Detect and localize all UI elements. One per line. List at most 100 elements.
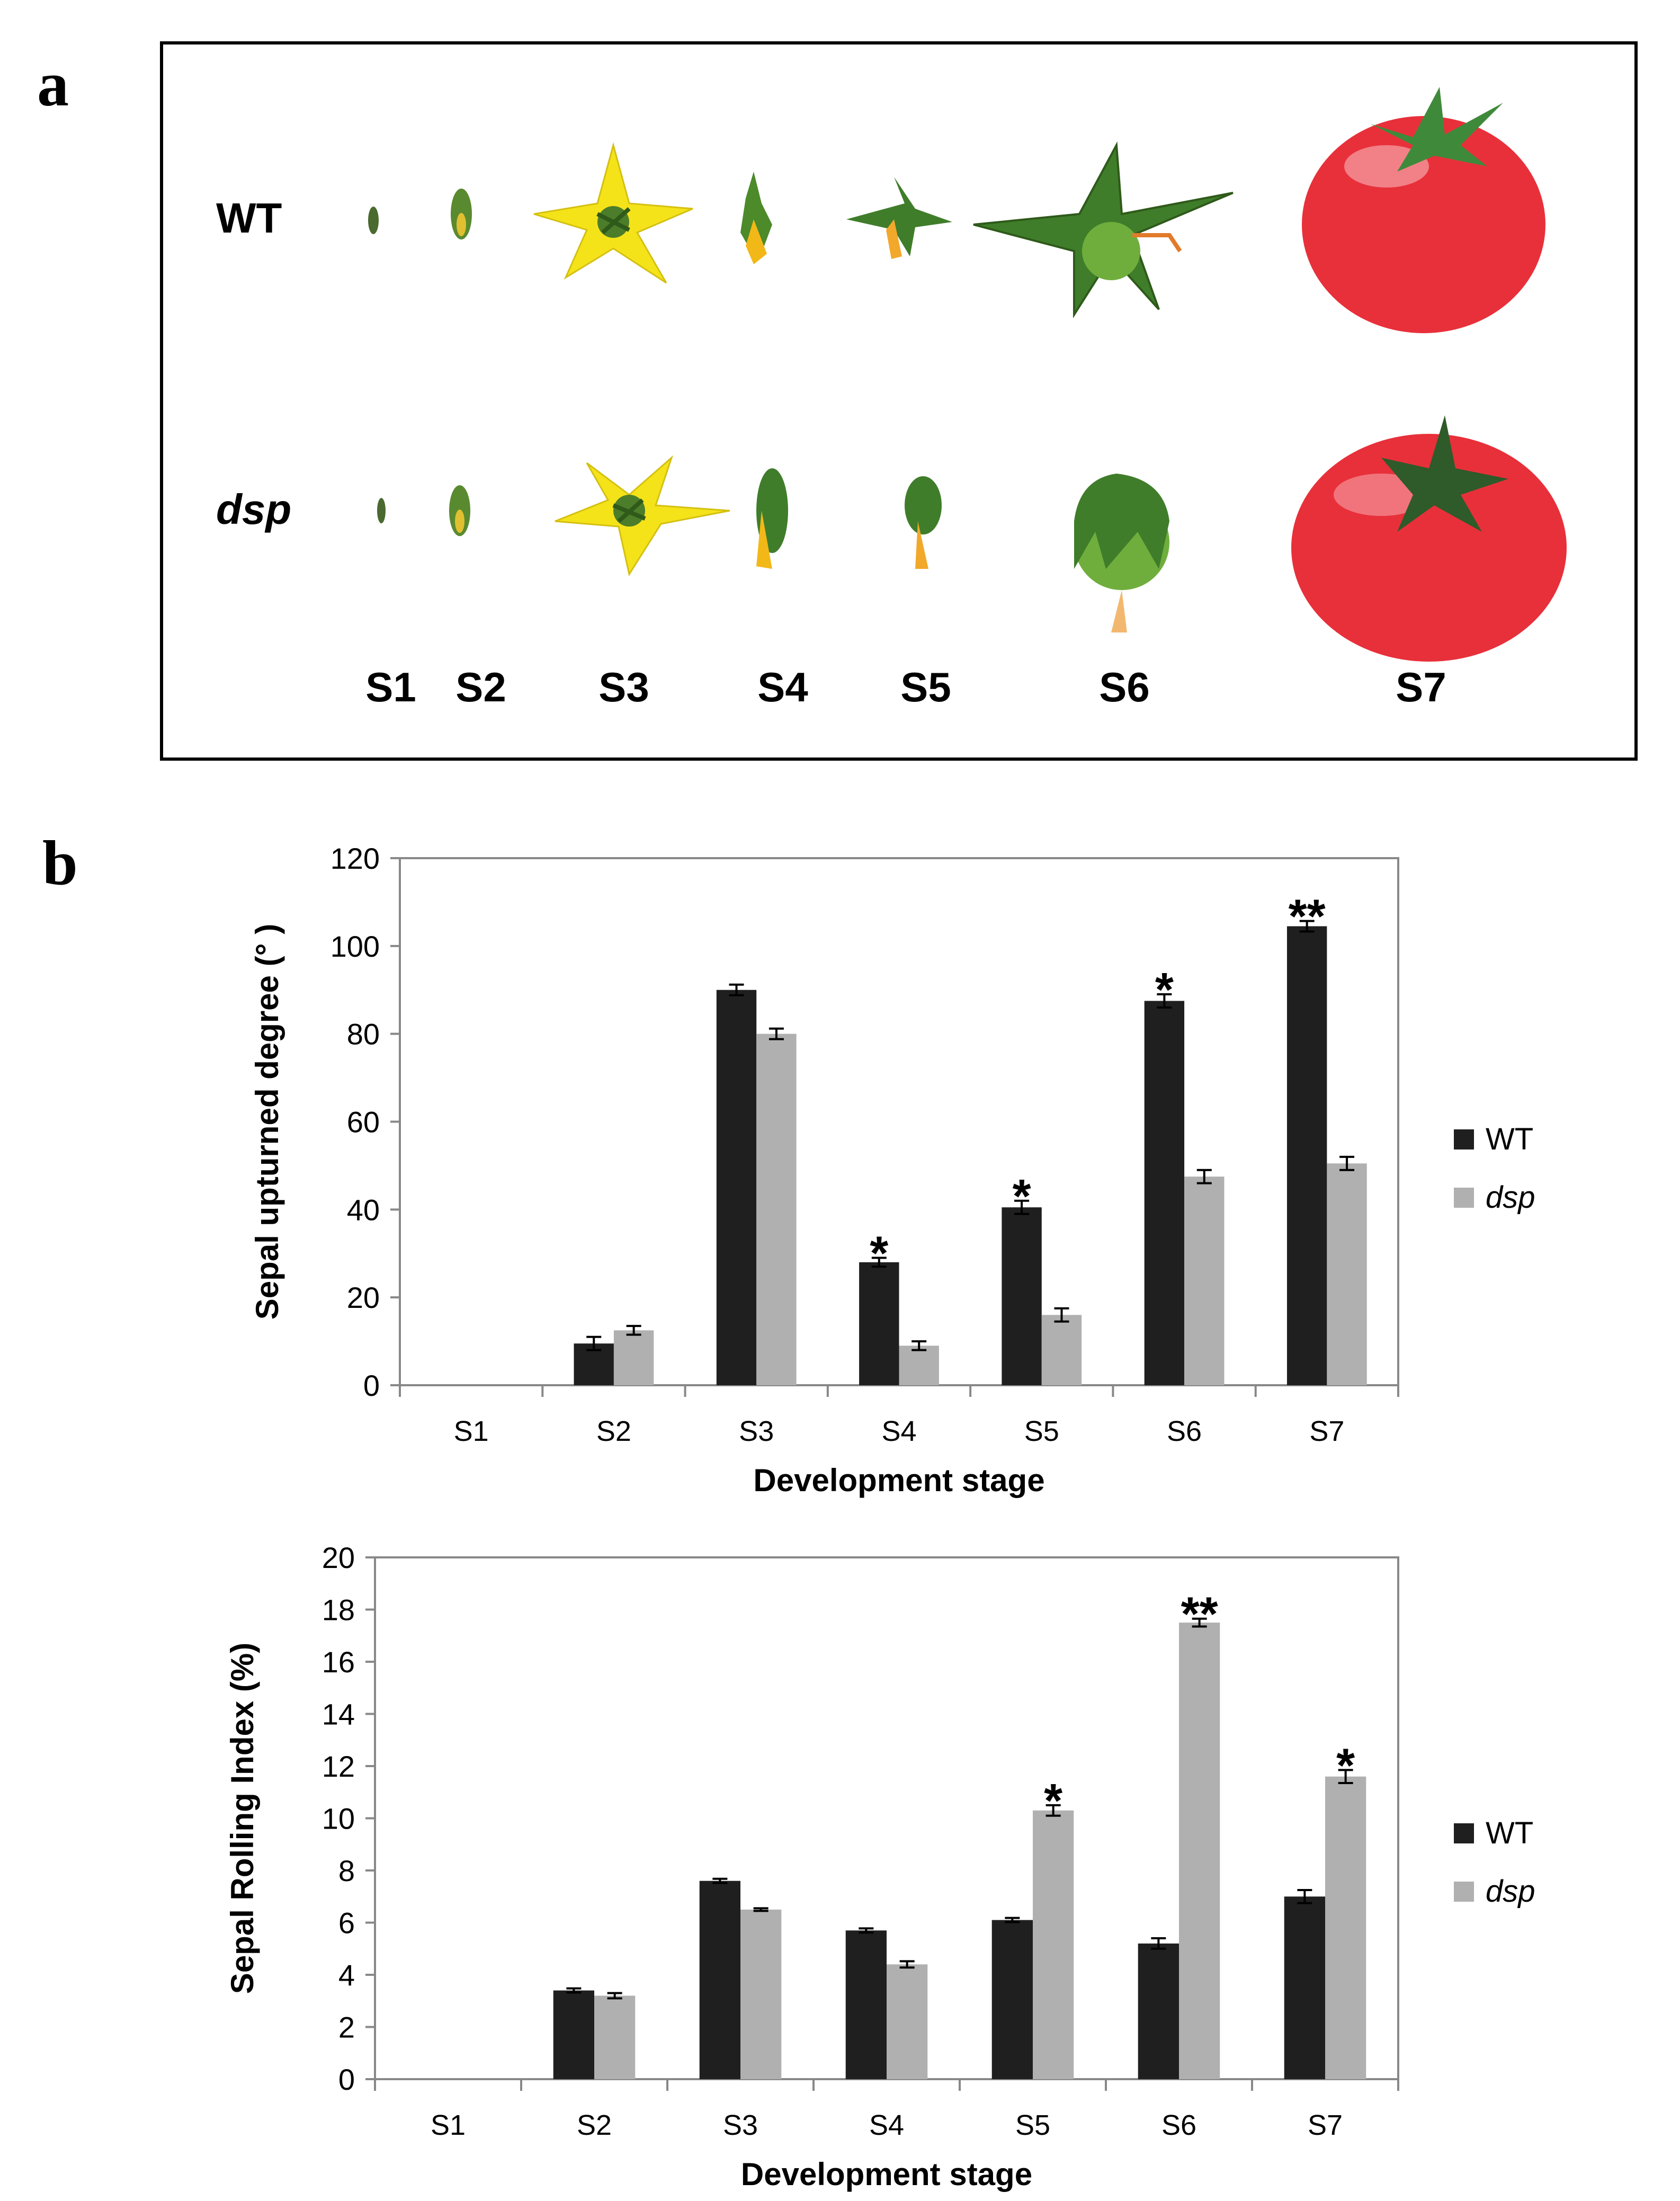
wt-s4-flower: [740, 172, 772, 264]
bar-dsp: [1179, 1623, 1220, 2079]
bar-wt: [699, 1881, 740, 2079]
dsp-s2-bud: [449, 485, 470, 536]
significance-mark: *: [870, 1227, 888, 1280]
y-tick-label: 0: [363, 1369, 380, 1402]
panel-b-label: b: [42, 827, 78, 898]
bar-dsp: [1041, 1315, 1082, 1385]
legend-swatch-wt: [1454, 1129, 1474, 1149]
row-label-dsp: dsp: [216, 486, 291, 533]
y-tick-label: 20: [347, 1281, 380, 1314]
stage-label-s3: S3: [598, 664, 649, 710]
x-tick-label: S1: [431, 2109, 466, 2141]
dsp-s6-fruit: [1074, 474, 1169, 632]
bar-wt: [716, 990, 757, 1385]
x-tick-label: S5: [1024, 1415, 1059, 1447]
bar-dsp: [756, 1033, 797, 1385]
x-tick-label: S6: [1161, 2109, 1196, 2141]
x-tick-label: S2: [596, 1415, 631, 1447]
y-tick-label: 12: [322, 1750, 355, 1783]
x-tick-label: S2: [577, 2109, 612, 2141]
wt-s6-calyx: [973, 141, 1234, 318]
stage-label-s2: S2: [455, 664, 506, 710]
y-tick-label: 2: [338, 2011, 355, 2044]
y-tick-label: 80: [347, 1018, 380, 1051]
photo-panel: WT dsp: [160, 41, 1638, 761]
stage-label-s6: S6: [1099, 664, 1149, 710]
dsp-s7-tomato: [1291, 415, 1567, 662]
x-tick-label: S1: [454, 1415, 489, 1447]
y-tick-label: 16: [322, 1645, 355, 1679]
legend-label-dsp: dsp: [1486, 1874, 1535, 1909]
legend-swatch-dsp: [1454, 1188, 1474, 1208]
y-axis-label: Sepal upturned degree (° ): [249, 924, 285, 1320]
x-tick-label: S7: [1308, 2109, 1343, 2141]
wt-s2-bud: [451, 189, 472, 239]
bar-dsp: [887, 1964, 928, 2079]
y-tick-label: 18: [322, 1593, 355, 1627]
legend-label-dsp: dsp: [1486, 1180, 1535, 1215]
y-tick-label: 100: [330, 930, 380, 963]
y-tick-label: 40: [347, 1193, 380, 1226]
bar-wt: [1002, 1207, 1042, 1385]
x-tick-label: S3: [739, 1415, 774, 1447]
bar-dsp: [1184, 1177, 1225, 1385]
y-tick-label: 10: [322, 1802, 355, 1835]
bar-wt: [553, 1990, 594, 2079]
bar-dsp: [594, 1995, 636, 2079]
photo-illustration: WT dsp: [216, 87, 1567, 710]
significance-mark: **: [1181, 1588, 1218, 1641]
bar-dsp: [740, 1909, 782, 2079]
bar-dsp: [1033, 1810, 1074, 2079]
bar-wt: [1138, 1943, 1179, 2079]
bar-wt: [1286, 926, 1327, 1385]
significance-mark: *: [1013, 1170, 1031, 1223]
significance-mark: *: [1336, 1739, 1355, 1792]
stage-label-s1: S1: [365, 664, 416, 710]
x-tick-label: S7: [1309, 1415, 1344, 1447]
dsp-s4-bud: [756, 468, 788, 569]
y-tick-label: 0: [338, 2063, 355, 2096]
x-tick-label: S3: [723, 2109, 758, 2141]
x-tick-label: S4: [881, 1415, 916, 1447]
y-tick-label: 120: [330, 842, 380, 875]
y-tick-label: 6: [338, 1906, 355, 1940]
dsp-s3-flower: [555, 455, 730, 576]
wt-s1-bud: [368, 207, 379, 234]
x-axis-label: Development stage: [753, 1463, 1044, 1498]
stage-label-s4: S4: [757, 664, 808, 710]
significance-mark: *: [1044, 1775, 1062, 1828]
panel-a-label: a: [37, 49, 69, 119]
wt-s3-flower: [533, 142, 693, 284]
legend-label-wt: WT: [1486, 1122, 1533, 1156]
bar-dsp: [1327, 1163, 1367, 1385]
bar-wt: [1284, 1896, 1325, 2079]
legend-swatch-wt: [1454, 1823, 1474, 1843]
y-tick-label: 8: [338, 1854, 355, 1887]
stage-label-s7: S7: [1396, 664, 1446, 710]
bar-wt: [859, 1262, 899, 1385]
bar-dsp: [613, 1330, 654, 1385]
wt-s5-flower: [846, 177, 952, 259]
row-label-wt: WT: [216, 194, 282, 242]
y-tick-label: 60: [347, 1106, 380, 1139]
x-tick-label: S5: [1015, 2109, 1050, 2141]
dsp-s5-bud: [905, 476, 942, 569]
y-axis-label: Sepal Rolling Index (%): [225, 1643, 260, 1994]
y-tick-label: 4: [338, 1958, 355, 1992]
x-tick-label: S4: [869, 2109, 904, 2141]
bar-wt: [845, 1930, 887, 2079]
wt-s7-tomato: [1302, 87, 1545, 333]
bar-wt: [1144, 1001, 1185, 1385]
significance-mark: *: [1155, 964, 1174, 1017]
legend-label-wt: WT: [1486, 1816, 1533, 1850]
x-tick-label: S6: [1167, 1415, 1202, 1447]
significance-mark: **: [1289, 890, 1326, 943]
dsp-s1-bud: [377, 498, 386, 523]
bar-dsp: [1325, 1776, 1366, 2079]
x-axis-label: Development stage: [741, 2157, 1032, 2192]
bar-dsp: [899, 1345, 939, 1385]
stage-label-s5: S5: [900, 664, 951, 710]
y-tick-label: 14: [322, 1698, 355, 1731]
